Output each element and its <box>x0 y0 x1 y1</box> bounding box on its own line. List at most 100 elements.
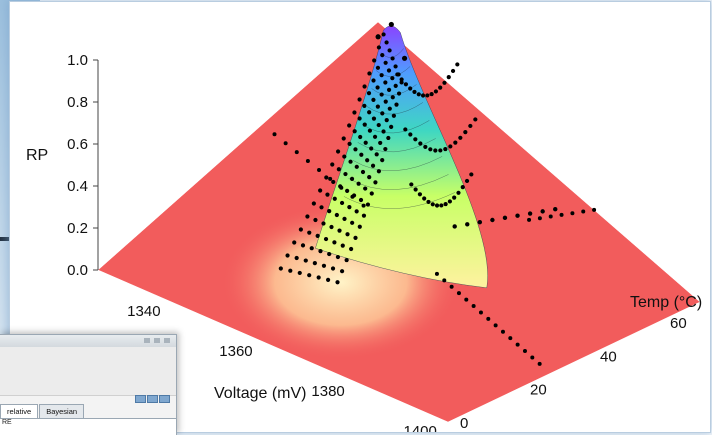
sample-dot <box>328 176 333 181</box>
sample-dot <box>370 163 376 168</box>
sample-dot <box>292 240 297 245</box>
sample-dot <box>354 209 359 214</box>
sample-dot <box>358 197 364 203</box>
sample-dot <box>372 134 378 139</box>
contour-line <box>371 84 417 96</box>
sample-dot <box>353 235 358 240</box>
sample-dot <box>325 277 331 282</box>
sample-dot <box>380 53 385 58</box>
contour-line <box>343 192 456 209</box>
sample-dot <box>430 202 435 207</box>
y-tick-label: 0 <box>460 415 468 432</box>
maximize-icon[interactable] <box>154 338 160 343</box>
sample-dot <box>527 211 533 216</box>
sample-dot <box>384 40 389 45</box>
sample-dot <box>399 80 404 85</box>
sample-dot <box>468 123 473 129</box>
sample-dot <box>352 110 357 115</box>
sample-dot <box>378 140 383 146</box>
sample-dot <box>352 129 357 134</box>
sample-dot <box>349 176 355 181</box>
contour-line <box>362 120 430 134</box>
sample-dot <box>423 144 428 150</box>
sample-dot <box>450 68 456 74</box>
sample-dot <box>319 205 324 210</box>
sample-dot <box>413 137 418 142</box>
sample-dot <box>452 224 457 229</box>
minimize-icon[interactable] <box>144 338 150 343</box>
sample-dot <box>570 211 575 216</box>
sample-dot <box>307 230 312 235</box>
sample-dot <box>316 275 321 280</box>
data-point <box>388 21 394 28</box>
y-tick-label: 20 <box>530 382 547 399</box>
sample-dot <box>360 169 366 175</box>
sample-dot <box>283 141 288 146</box>
tab-bayesian[interactable]: Bayesian <box>39 404 85 418</box>
contour-line <box>353 156 443 171</box>
z-tick-label: 0.0 <box>67 262 88 279</box>
sample-dot <box>347 123 352 128</box>
sample-dot <box>537 361 542 366</box>
sample-dot <box>433 148 438 153</box>
sample-dot <box>477 219 483 225</box>
sample-dot <box>434 271 439 276</box>
sample-dot <box>331 179 336 185</box>
sample-dot <box>366 91 372 96</box>
sample-dot <box>367 128 373 133</box>
sample-dot <box>383 99 388 104</box>
sample-dot <box>393 64 398 69</box>
sample-dot <box>439 203 444 208</box>
close-icon[interactable] <box>164 338 170 343</box>
z-tick-label: 0.4 <box>67 178 88 195</box>
sample-dot <box>307 273 312 278</box>
sample-dot <box>471 304 476 309</box>
sample-dot <box>446 75 451 80</box>
sample-dot <box>324 175 329 180</box>
sample-dot <box>412 89 417 95</box>
sample-dot <box>486 316 491 321</box>
panel-close-icon[interactable] <box>159 395 170 403</box>
sample-dot <box>376 169 382 174</box>
x-tick-label: 1340 <box>127 303 160 320</box>
sample-dot <box>508 336 513 341</box>
sample-dot <box>357 97 362 102</box>
z-axis-title: RP <box>26 147 48 164</box>
sample-dot <box>469 172 474 177</box>
panel-restore-icon[interactable] <box>147 395 158 403</box>
panel-minimize-icon[interactable] <box>135 395 146 403</box>
sample-dot <box>353 147 358 152</box>
sample-dot <box>298 227 303 232</box>
sample-dot <box>581 209 586 214</box>
sample-dot <box>343 171 348 177</box>
sample-dot <box>339 269 345 274</box>
contour-line <box>357 138 436 153</box>
sample-dot <box>447 199 453 204</box>
sample-dot <box>311 201 316 206</box>
sample-dot <box>386 87 392 92</box>
sample-dot <box>390 95 395 100</box>
sample-dot <box>367 175 372 180</box>
sample-dot <box>350 220 355 225</box>
sample-dot <box>559 212 564 217</box>
sample-dot <box>315 233 320 238</box>
sample-dot <box>438 85 443 90</box>
sample-dot <box>318 249 323 254</box>
sample-dot <box>339 185 344 190</box>
sample-dot <box>422 196 427 201</box>
sample-dot <box>386 135 391 141</box>
sample-dot <box>502 215 508 221</box>
sample-dot <box>361 203 366 208</box>
sample-dot <box>442 278 447 283</box>
sample-dot <box>313 217 318 223</box>
sample-dot <box>367 71 372 76</box>
data-point <box>401 55 408 61</box>
sample-dot <box>340 243 345 248</box>
sample-dot <box>493 323 498 328</box>
sample-dot <box>354 164 359 169</box>
sample-dot <box>500 329 505 334</box>
sample-dot <box>339 200 345 206</box>
sample-dot <box>335 149 341 154</box>
tab-relative[interactable]: relative <box>0 404 39 418</box>
sample-dot <box>336 167 341 172</box>
